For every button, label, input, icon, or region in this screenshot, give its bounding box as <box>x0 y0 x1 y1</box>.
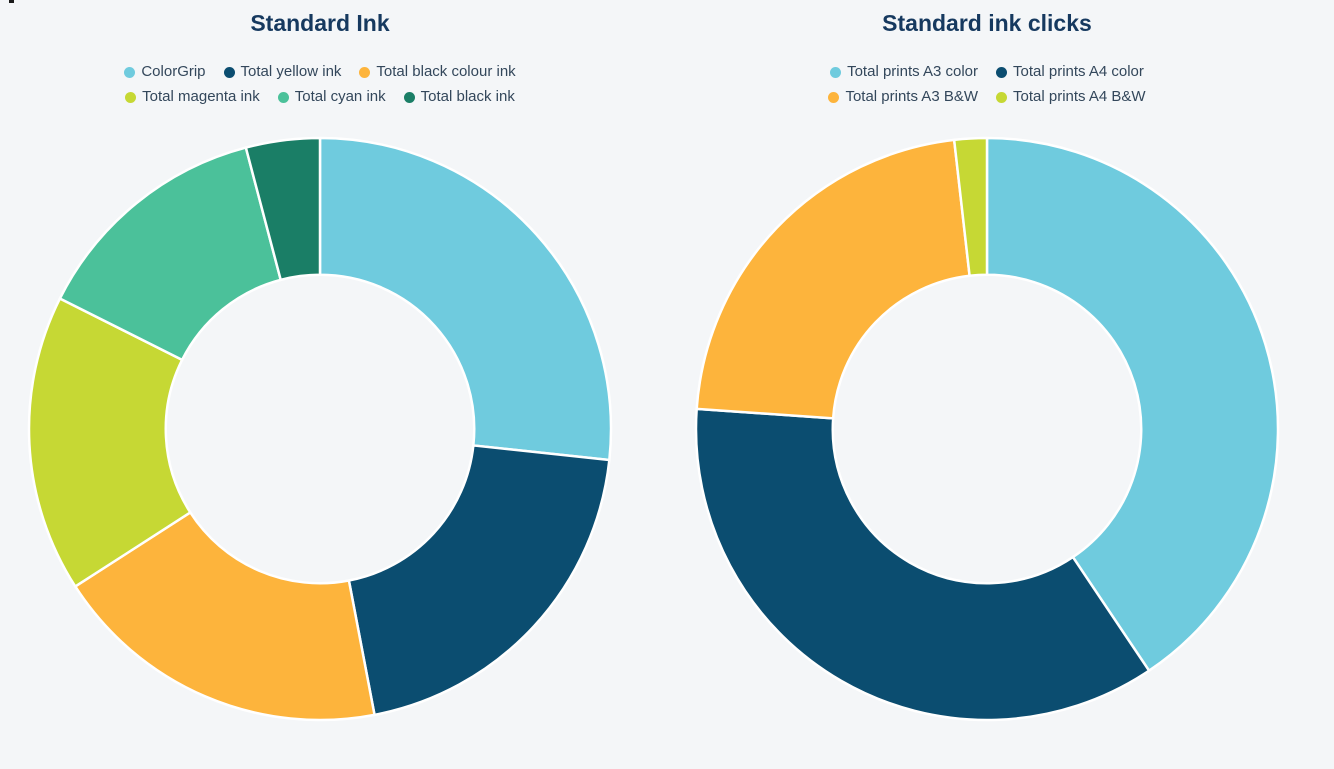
legend-dot-icon <box>223 66 235 78</box>
donut-slice-total-prints-a3-color[interactable] <box>985 136 1280 672</box>
legend-dot-icon <box>828 91 840 103</box>
legend-dot-icon <box>124 66 136 78</box>
chart-title: Standard Ink <box>250 10 390 36</box>
donut-slice-total-prints-a4-color[interactable] <box>694 407 1151 722</box>
legend-label: Total black colour ink <box>376 63 516 80</box>
legend-dot-icon <box>996 91 1007 103</box>
legend-label: Total prints A3 B&W <box>845 88 978 105</box>
legend-label: Total prints A3 color <box>847 63 978 80</box>
donut-chart <box>694 136 1280 722</box>
legend-label: Total prints A4 color <box>1013 63 1144 80</box>
legend-label: Total cyan ink <box>294 88 386 105</box>
donut-slice-total-black-ink[interactable] <box>244 136 322 282</box>
legend-label: Total black ink <box>420 88 515 105</box>
donut-slice-total-prints-a4-b-w[interactable] <box>952 136 989 278</box>
donut-slice-total-yellow-ink[interactable] <box>347 444 611 717</box>
donut-slice-colorgrip[interactable] <box>318 136 613 462</box>
chart-panel-standard-ink: Standard Ink ColorGrip Total yellow ink To… <box>0 8 640 723</box>
donut-chart-container <box>26 135 614 723</box>
legend-item-total-yellow-ink[interactable]: Total yellow ink <box>223 60 342 84</box>
legend-row: Total magenta ink Total cyan ink Total bla… <box>116 85 524 109</box>
donut-slice-total-black-colour-ink[interactable] <box>74 511 376 722</box>
legend-item-total-prints-a3-color[interactable]: Total prints A3 color <box>830 60 978 84</box>
legend: ColorGrip Total yellow ink Total black col… <box>115 60 524 109</box>
legend-dot-icon <box>277 91 289 103</box>
legend-row: Total prints A3 B&W Total prints A4 B&W <box>819 85 1154 109</box>
chart-panel-standard-ink-clicks: Standard ink clicks Total prints A3 colo… <box>640 8 1334 723</box>
legend-label: Total yellow ink <box>240 63 342 80</box>
donut-slice-total-prints-a3-b-w[interactable] <box>695 138 971 420</box>
legend-dot-icon <box>403 91 415 103</box>
chart-title: Standard ink clicks <box>882 10 1092 36</box>
donut-chart <box>27 136 613 722</box>
legend-item-colorgrip[interactable]: ColorGrip <box>124 60 206 84</box>
legend-item-total-prints-a4-color[interactable]: Total prints A4 color <box>996 60 1144 84</box>
legend-row: Total prints A3 color Total prints A4 col… <box>821 60 1153 84</box>
legend-dot-icon <box>830 66 842 78</box>
legend-item-total-black-ink[interactable]: Total black ink <box>403 85 515 109</box>
legend-item-total-prints-a4-b-w[interactable]: Total prints A4 B&W <box>996 85 1146 109</box>
legend-row: ColorGrip Total yellow ink Total black col… <box>115 60 524 84</box>
legend-item-total-black-colour-ink[interactable]: Total black colour ink <box>359 60 516 84</box>
charts-wrap: Standard Ink ColorGrip Total yellow ink To… <box>0 8 1334 723</box>
legend-label: Total magenta ink <box>142 88 260 105</box>
legend-label: ColorGrip <box>141 63 206 80</box>
legend-dot-icon <box>125 91 137 103</box>
legend: Total prints A3 color Total prints A4 col… <box>819 60 1154 109</box>
legend-dot-icon <box>359 66 371 78</box>
legend-item-total-prints-a3-b-w[interactable]: Total prints A3 B&W <box>828 85 978 109</box>
legend-dot-icon <box>996 66 1007 78</box>
donut-slice-total-magenta-ink[interactable] <box>27 297 192 588</box>
legend-item-total-cyan-ink[interactable]: Total cyan ink <box>277 85 386 109</box>
legend-label: Total prints A4 B&W <box>1013 88 1146 105</box>
stray-mark <box>9 0 14 3</box>
donut-slice-total-cyan-ink[interactable] <box>58 146 282 362</box>
donut-chart-container <box>693 135 1281 723</box>
legend-item-total-magenta-ink[interactable]: Total magenta ink <box>125 85 260 109</box>
